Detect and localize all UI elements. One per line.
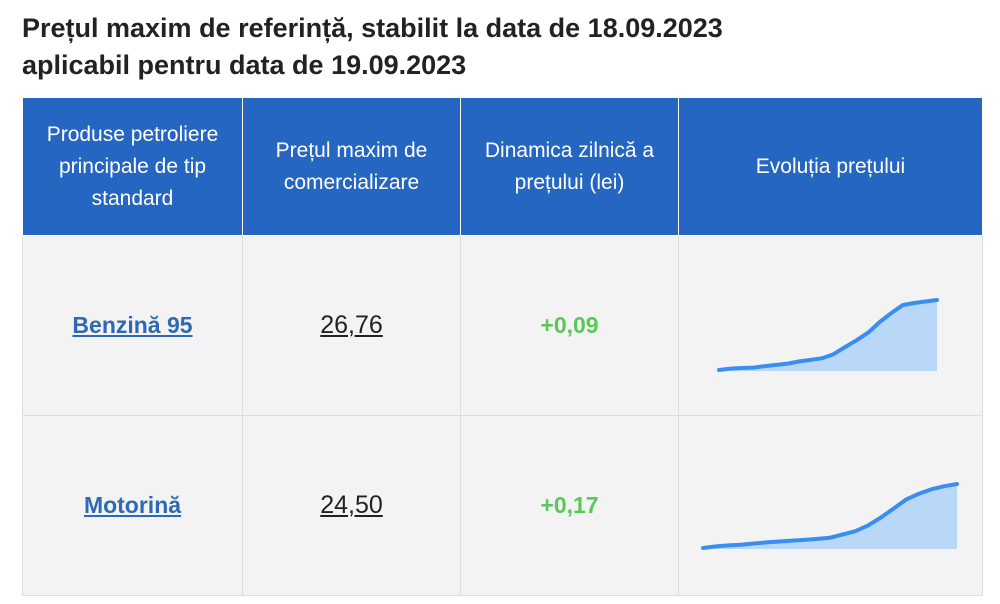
header-products: Produse petroliere principale de tip sta… [22, 97, 243, 236]
price-cell: 24,50 [242, 415, 461, 596]
daily-change-value: +0,17 [540, 492, 599, 518]
header-price-evolution: Evoluția prețului [678, 97, 983, 236]
title-line-2: aplicabil pentru data de 19.09.2023 [22, 50, 467, 80]
product-link-motorina[interactable]: Motorină [83, 492, 182, 518]
product-cell: Motorină [22, 415, 243, 596]
price-sparkline-benzina [717, 298, 939, 372]
delta-cell: +0,17 [460, 415, 679, 596]
price-value[interactable]: 26,76 [320, 311, 383, 339]
delta-cell: +0,09 [460, 235, 679, 416]
sparkline-line [717, 298, 939, 372]
sparkline-area [703, 484, 957, 549]
product-link-benzina-95[interactable]: Benzină 95 [72, 312, 193, 338]
sparkline-line [701, 482, 959, 550]
daily-change-value: +0,09 [540, 312, 599, 338]
table-row: Benzină 95 26,76 +0,09 [22, 235, 983, 416]
header-daily-change: Dinamica zilnică a prețului (lei) [460, 97, 679, 236]
table-header-row: Produse petroliere principale de tip sta… [22, 97, 983, 236]
page-title: Prețul maxim de referință, stabilit la d… [22, 10, 982, 84]
price-value[interactable]: 24,50 [320, 491, 383, 519]
table-row: Motorină 24,50 +0,17 [22, 415, 983, 596]
sparkline-cell [678, 415, 983, 596]
product-cell: Benzină 95 [22, 235, 243, 416]
fuel-price-table: Produse petroliere principale de tip sta… [22, 97, 983, 596]
sparkline-area [719, 300, 937, 371]
price-cell: 26,76 [242, 235, 461, 416]
sparkline-cell [678, 235, 983, 416]
title-line-1: Prețul maxim de referință, stabilit la d… [22, 13, 723, 43]
price-sparkline-motorina [701, 482, 959, 550]
header-max-price: Prețul maxim de comercializare [242, 97, 461, 236]
